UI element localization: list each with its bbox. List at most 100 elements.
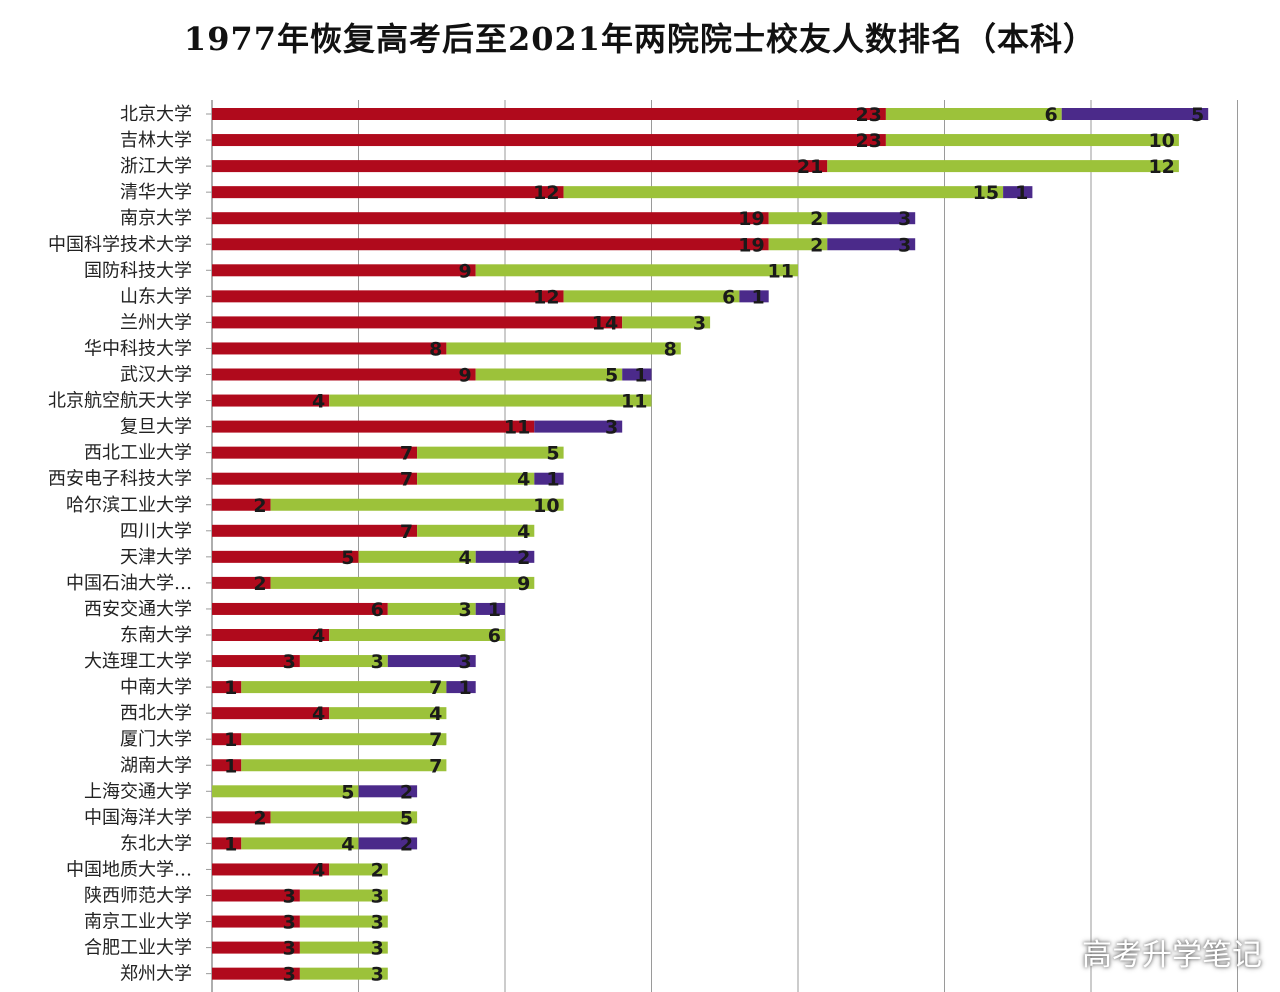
- category-label: 厦门大学: [120, 729, 192, 750]
- bar-segment-1: [212, 889, 300, 902]
- bar-segment-1: [212, 238, 769, 251]
- category-label: 中国科学技术大学: [48, 234, 192, 255]
- category-label: 中国海洋大学: [84, 807, 192, 828]
- data-label: 3: [283, 651, 296, 673]
- data-label: 11: [768, 260, 794, 282]
- bar-segment-2: [417, 472, 535, 485]
- bar-segment-1: [212, 160, 828, 173]
- bar-segment-2: [358, 550, 476, 563]
- bar-segment-1: [212, 368, 476, 381]
- data-label: 3: [458, 599, 471, 621]
- data-label: 1: [488, 599, 501, 621]
- bar-segment-1: [212, 524, 418, 537]
- data-label: 4: [312, 625, 325, 647]
- data-label: 3: [283, 912, 296, 934]
- data-label: 1: [458, 677, 471, 699]
- chart-title: 1977年恢复高考后至2021年两院院士校友人数排名（本科）: [183, 20, 1097, 58]
- bar-segment-2: [299, 889, 388, 902]
- data-label: 12: [533, 182, 559, 204]
- data-label: 4: [429, 703, 442, 725]
- bar-segment-3: [534, 472, 564, 485]
- bar-segment-3: [358, 785, 418, 798]
- bar-segment-1: [212, 264, 476, 277]
- bar-segment-3: [622, 368, 652, 381]
- category-label: 西安电子科技大学: [48, 469, 192, 490]
- bars-layer: [212, 108, 1209, 980]
- category-label: 南京工业大学: [84, 912, 192, 933]
- bar-segment-2: [885, 134, 1179, 147]
- bar-segment-2: [299, 915, 388, 928]
- bar-segment-2: [329, 629, 505, 641]
- bar-segment-1: [212, 837, 242, 850]
- data-label: 10: [1148, 130, 1174, 152]
- data-label: 4: [517, 521, 530, 543]
- data-label: 9: [517, 573, 530, 595]
- category-label: 西北大学: [120, 703, 192, 724]
- bar-segment-3: [475, 550, 535, 563]
- data-label: 1: [1015, 182, 1028, 204]
- data-label: 11: [621, 391, 647, 413]
- data-label: 2: [371, 859, 384, 881]
- data-label: 12: [1148, 156, 1174, 178]
- data-label: 4: [341, 833, 354, 855]
- category-label: 武汉大学: [120, 365, 192, 386]
- data-label: 3: [458, 651, 471, 673]
- bar-segment-2: [446, 342, 681, 355]
- category-label: 上海交通大学: [84, 781, 192, 802]
- bar-segment-3: [739, 290, 769, 303]
- bar-segment-2: [329, 863, 388, 876]
- data-label: 21: [797, 156, 823, 178]
- bar-segment-1: [212, 967, 300, 980]
- watermark-text: 高考升学笔记: [1082, 938, 1262, 973]
- bar-segment-3: [827, 238, 916, 251]
- data-label: 3: [371, 651, 384, 673]
- bar-segment-1: [212, 394, 330, 407]
- bar-segment-1: [212, 290, 564, 303]
- bar-segment-2: [622, 316, 711, 329]
- data-label: 23: [855, 104, 881, 126]
- data-label: 9: [458, 260, 471, 282]
- bar-segment-1: [212, 576, 271, 589]
- category-label: 湖南大学: [120, 755, 192, 776]
- category-label: 吉林大学: [120, 130, 192, 151]
- bar-segment-2: [885, 108, 1062, 120]
- bar-segment-2: [768, 212, 828, 225]
- data-label: 3: [693, 312, 706, 334]
- data-label: 23: [855, 130, 881, 152]
- grid-layer: [206, 100, 1238, 992]
- category-label: 国防科技大学: [84, 260, 192, 281]
- bar-segment-2: [270, 576, 535, 589]
- bar-segment-1: [212, 733, 242, 746]
- data-label: 2: [253, 495, 266, 517]
- bar-segment-1: [212, 707, 330, 720]
- bar-segment-1: [212, 915, 300, 928]
- data-label: 4: [312, 391, 325, 413]
- bar-segment-1: [212, 342, 447, 355]
- data-label: 2: [400, 781, 413, 803]
- category-label: 南京大学: [120, 208, 192, 229]
- bar-segment-3: [475, 602, 505, 615]
- bar-segment-3: [1061, 108, 1209, 120]
- data-label: 1: [751, 286, 764, 308]
- bar-segment-2: [475, 264, 798, 277]
- data-label: 9: [458, 365, 471, 387]
- bar-segment-2: [299, 941, 388, 954]
- data-label: 19: [738, 234, 764, 256]
- data-label: 7: [429, 729, 442, 751]
- data-label: 7: [429, 755, 442, 777]
- category-label: 复旦大学: [120, 417, 192, 438]
- category-label: 西北工业大学: [84, 443, 192, 464]
- data-label: 5: [400, 807, 413, 829]
- data-label: 4: [312, 703, 325, 725]
- data-label: 12: [533, 286, 559, 308]
- category-label: 大连理工大学: [84, 651, 192, 672]
- category-label: 东南大学: [120, 625, 192, 646]
- data-label: 3: [371, 938, 384, 960]
- category-label: 陕西师范大学: [84, 886, 192, 907]
- bar-segment-2: [563, 290, 740, 303]
- category-label: 中国地质大学…: [66, 859, 192, 880]
- category-label: 西安交通大学: [84, 599, 192, 620]
- category-label: 华中科技大学: [84, 338, 192, 359]
